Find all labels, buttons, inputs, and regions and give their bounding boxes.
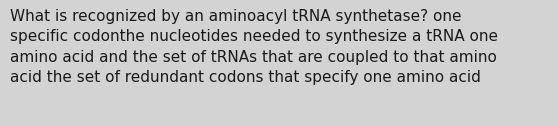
Text: What is recognized by an aminoacyl tRNA synthetase? one
specific codonthe nucleo: What is recognized by an aminoacyl tRNA … [10, 9, 498, 85]
